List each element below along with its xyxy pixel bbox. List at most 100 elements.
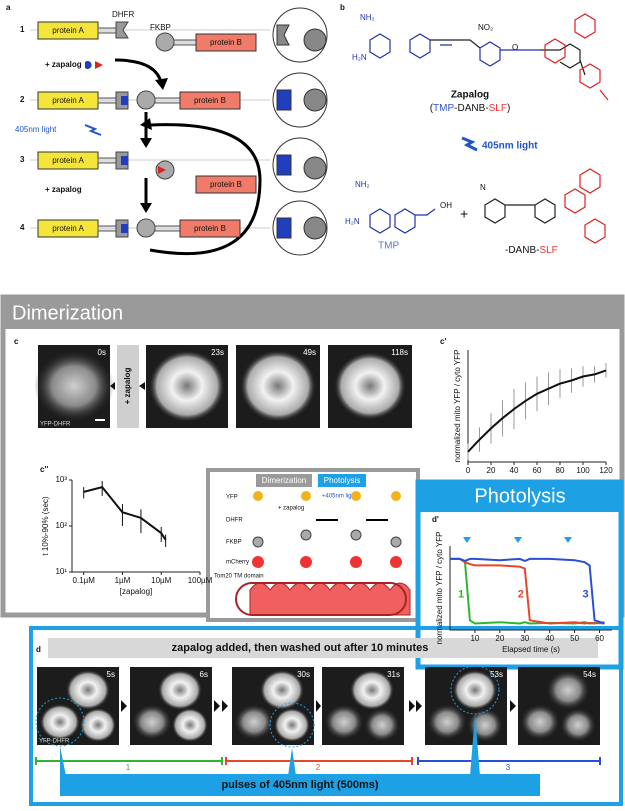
dhfr-shape [115,21,129,39]
cell-label: YFP-DHFR [40,422,71,428]
x-tick-label: 100µM [188,576,213,585]
product-part: SLF [539,245,557,256]
series-label: 1 [458,588,464,600]
y-axis-label: normalized mito YFP / cyto YFP [435,532,444,645]
x-axis-label: Elapsed time (s) [502,645,560,654]
fkbp-shape [155,32,175,52]
atom: O [512,43,518,52]
fkbp-shape [136,218,156,238]
formula-part: -DANB- [454,103,488,114]
panel-b: b NH₂ H₂N NO₂ O Zapalog (TMP-DANB-SLF) 4… [340,3,609,256]
x-tick-label: 10 [470,634,479,643]
product-part: -DANB- [505,245,539,256]
chart-label: c'' [40,465,48,474]
timelapse-c [34,345,412,428]
protein-box [195,33,257,52]
protein-box [179,91,241,110]
zapalog-label: + zapalog [123,368,132,405]
x-tick-label: 1µM [115,576,131,585]
schematic-tag: Dimerization [262,476,306,485]
zapalog-icon [85,61,92,69]
arrowhead [140,138,152,148]
phase-label: 1 [126,763,131,772]
fkbp-label: FKBP [150,23,171,32]
formula-part: ) [507,103,510,114]
protein-label: protein B [194,224,226,233]
x-tick-label: 100 [576,466,590,475]
series-label: 3 [583,588,589,600]
structure-danb-product [484,198,556,224]
protein-label: protein B [210,180,242,189]
schematic-shapes [235,491,411,616]
step-number: 2 [20,95,25,104]
y-axis-label: t 10%-90% (sec) [41,496,50,555]
protein-box [195,175,257,194]
timestamp: 54s [583,670,596,679]
light-label: 405nm light [15,125,57,134]
step-number: 3 [20,155,25,164]
x-tick-label: 40 [545,634,554,643]
compound-formula: (TMP-DANB-SLF) [430,103,511,114]
zapalog-icon [95,61,103,69]
x-tick-label: 60 [595,634,604,643]
component-label: mCherry [226,560,249,566]
product-label: TMP [378,241,399,252]
fkbp-shape [136,90,156,110]
compound-name: Zapalog [451,90,489,101]
axis [449,546,612,631]
formula-part: SLF [489,103,507,114]
timestamp: 30s [297,670,310,679]
product-label: -DANB-SLF [505,245,558,256]
tmp-shape [121,156,128,165]
chart-label: c' [440,337,446,346]
panel-d: d zapalog added, then washed out after 1… [29,626,623,806]
atom: NH₂ [360,13,375,22]
dimerization-section: Dimerization c 0s 23s 49s 118s YFP-DHFR … [0,294,625,618]
structure-slf [544,13,609,101]
zapalog-label: + zapalog [278,506,304,512]
data-line [467,369,607,453]
atom: OH [440,201,452,210]
linker [97,225,117,232]
x-tick-label: 40 [510,466,519,475]
x-tick-label: 0.1µM [72,576,95,585]
chart-label: d' [432,515,439,524]
phase-lines [35,757,601,765]
protein-label: protein A [52,26,84,35]
step-number: 4 [20,223,25,232]
component-label: FKBP [226,540,242,546]
protein-label: protein A [52,96,84,105]
atom: H₂N [352,53,367,62]
phase-label: 3 [506,763,511,772]
timestamp: 23s [211,348,224,357]
atom: N [480,183,486,192]
panel-label: d [36,645,41,654]
structure-danb [430,39,586,76]
timestamp: 6s [200,670,208,679]
formula-part: TMP [433,103,454,114]
arrow [114,58,163,83]
series-label: 2 [518,588,524,600]
pulse-label: pulses of 405nm light (500ms) [221,779,378,791]
timestamp: 118s [391,348,408,357]
x-tick-label: 20 [495,634,504,643]
zoom-circles [272,7,328,256]
light-label: 405nm light [482,141,538,152]
photolysis-section: Photolysis [415,479,624,670]
dhfr-label: DHFR [112,10,134,19]
panel-label: a [6,3,11,12]
schematic-tag: Photolysis [324,476,360,485]
timelapse-d [35,665,600,748]
x-tick-label: 0 [466,466,471,475]
structure-tmp-product [369,208,436,234]
component-label: Tom20 TM domain [214,574,264,580]
linker [97,27,117,34]
cell-label: YFP-DHFR [39,739,70,745]
dimerization-header [3,297,622,329]
structure-tmp [369,33,540,67]
arrowhead [155,78,168,90]
y-tick-label: 10¹ [55,567,67,576]
timestamp: 5s [107,670,115,679]
linker [97,97,117,104]
plus: + [460,206,468,222]
